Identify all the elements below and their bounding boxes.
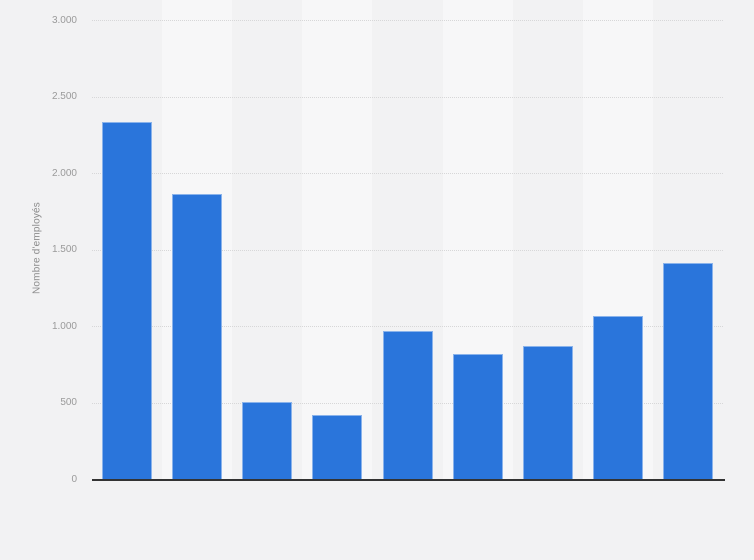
bar[interactable] <box>242 401 293 480</box>
y-tick-label: 500 <box>60 397 77 409</box>
plot-band <box>302 0 373 480</box>
y-tick-label: 3.000 <box>51 14 77 26</box>
y-axis-title: Nombre d'employés <box>31 201 43 295</box>
bar[interactable] <box>593 316 644 480</box>
y-tick-label: 1.500 <box>51 244 77 256</box>
y-tick-label: 1.000 <box>51 320 77 332</box>
bar[interactable] <box>452 353 503 480</box>
y-tick-label: 0 <box>71 474 77 485</box>
bar[interactable] <box>101 121 152 480</box>
bar[interactable] <box>382 331 433 480</box>
gridline <box>91 249 724 251</box>
gridline <box>91 173 724 175</box>
bar[interactable] <box>312 414 363 480</box>
x-axis-line <box>91 479 726 481</box>
gridline <box>91 96 724 98</box>
plot-band <box>232 0 303 480</box>
bar[interactable] <box>522 346 573 480</box>
gridline <box>91 326 724 328</box>
bar[interactable] <box>663 262 714 480</box>
gridline <box>91 20 724 22</box>
bar[interactable] <box>171 193 222 480</box>
y-tick-label: 2.000 <box>51 167 77 179</box>
y-tick-label: 2.500 <box>51 91 77 103</box>
